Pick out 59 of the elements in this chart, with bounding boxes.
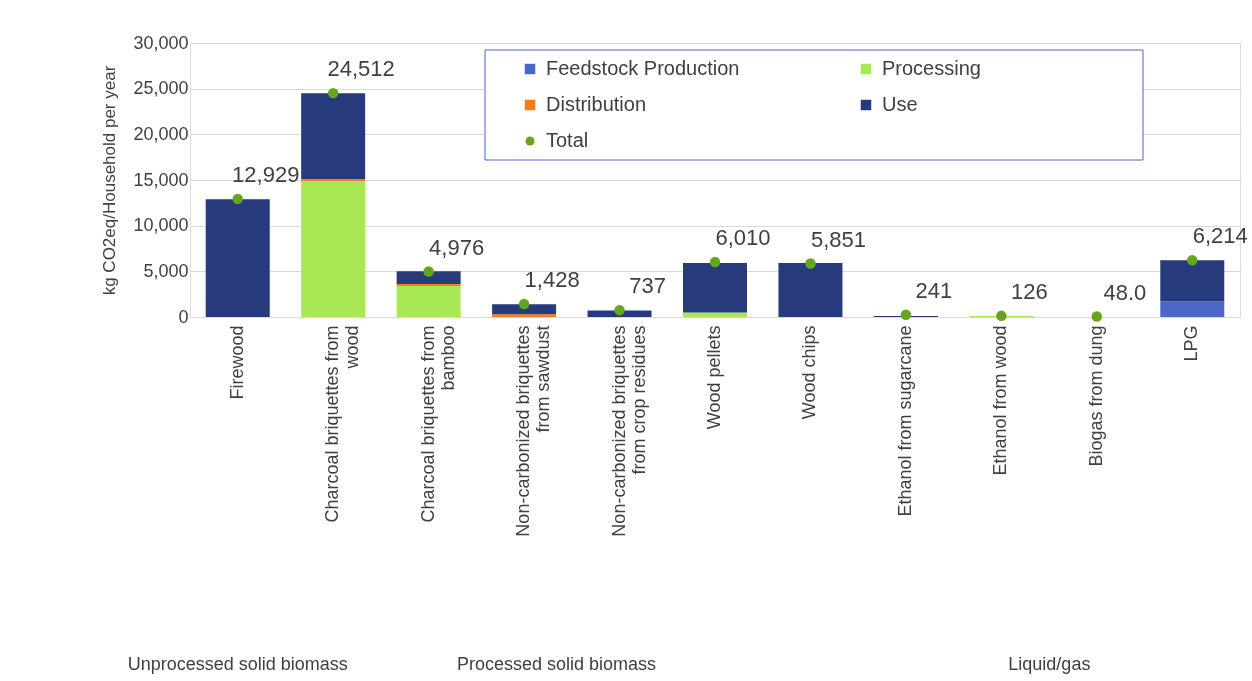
legend-label: Feedstock Production: [546, 57, 740, 79]
data-label: 48.0: [1103, 279, 1147, 305]
bar: [492, 304, 557, 315]
y-tick-label: 20,000: [133, 123, 189, 144]
x-tick-label: Biogas from dung: [1085, 325, 1106, 467]
legend-label: Processing: [882, 57, 981, 79]
point: [1091, 311, 1103, 322]
y-tick-label: 15,000: [133, 169, 189, 190]
x-tick-label: Wood pellets: [704, 325, 724, 430]
y-tick-label: 25,000: [133, 78, 189, 99]
x-tick-label: Firewood: [226, 325, 247, 400]
data-label: 737: [629, 273, 666, 299]
point: [996, 310, 1007, 322]
data-label: 6,010: [715, 225, 771, 251]
bar: [205, 199, 270, 317]
bar: [683, 312, 747, 317]
point: [232, 193, 243, 205]
x-tick-label: LPG: [1181, 325, 1202, 362]
legend-label: Distribution: [546, 93, 647, 115]
data-label: 241: [915, 277, 953, 303]
point: [805, 258, 816, 269]
point: [1187, 255, 1198, 266]
x-tick-label: Ethanol from sugarcane: [894, 325, 915, 517]
bar: [301, 180, 366, 317]
bar: [396, 285, 461, 317]
bar: [1160, 301, 1225, 317]
bar: [396, 271, 461, 285]
bar: [683, 263, 747, 313]
data-label: 24,512: [327, 56, 395, 82]
data-label: 1,428: [524, 266, 580, 292]
y-axis-title: kg CO2eq/Household per year: [100, 65, 120, 296]
point: [423, 266, 434, 277]
bar: [778, 263, 843, 317]
y-tick-label: 5,000: [143, 260, 189, 281]
x-tick-label: Charcoal briquettes from bamboo: [417, 325, 458, 523]
data-label: 126: [1011, 278, 1048, 304]
bar: [1160, 260, 1225, 302]
legend-label: Total: [546, 129, 589, 151]
legend-label: Use: [882, 93, 918, 115]
y-tick-label: 10,000: [133, 215, 189, 236]
data-label: 12,929: [232, 161, 300, 187]
point: [518, 298, 530, 310]
text: Liquid/gas: [1008, 654, 1091, 674]
y-tick-label: 0: [178, 306, 189, 327]
bar: [492, 314, 557, 317]
y-tick-label: 30,000: [133, 32, 189, 53]
text: Unprocessed solid biomass: [127, 654, 348, 674]
point: [327, 87, 339, 99]
text: Processed solid biomass: [457, 654, 657, 674]
data-label: 4,976: [429, 234, 485, 260]
point: [614, 305, 625, 316]
point: [900, 309, 912, 321]
x-tick-label: Charcoal briquettes from wood: [322, 325, 363, 523]
x-tick-label: Ethanol from wood: [990, 325, 1011, 476]
x-tick-label: Wood chips: [799, 325, 820, 420]
point: [709, 256, 721, 268]
bar: [301, 93, 366, 180]
data-label: 6,214: [1192, 223, 1248, 249]
data-label: 5,851: [810, 226, 866, 252]
